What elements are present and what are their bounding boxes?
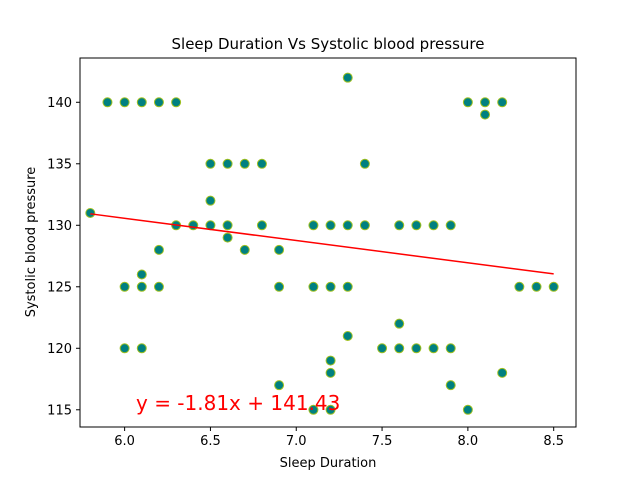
data-point-48 bbox=[394, 220, 405, 231]
data-point-19 bbox=[205, 158, 216, 169]
data-point-61 bbox=[548, 281, 559, 292]
data-point-32 bbox=[308, 281, 319, 292]
regression-equation: y = -1.81x + 141.43 bbox=[136, 391, 340, 415]
data-point-4 bbox=[153, 97, 164, 108]
data-point-25 bbox=[274, 244, 285, 255]
data-point-14 bbox=[188, 220, 199, 231]
x-axis: 6.0 6.5 7.0 7.5 8.0 8.5 bbox=[114, 427, 564, 449]
data-point-23 bbox=[239, 244, 250, 255]
y-axis-label: Systolic blood pressure bbox=[24, 167, 39, 318]
data-point-8 bbox=[153, 281, 164, 292]
y-axis: 115 120 125 130 135 140 bbox=[47, 96, 80, 418]
y-tick-label-5: 140 bbox=[47, 96, 72, 111]
data-point-39 bbox=[342, 330, 353, 341]
data-point-26 bbox=[274, 281, 285, 292]
x-tick-label-4: 8.0 bbox=[458, 434, 479, 449]
data-point-38 bbox=[325, 355, 336, 366]
data-point-33 bbox=[325, 281, 336, 292]
data-point-29 bbox=[325, 220, 336, 231]
data-point-56 bbox=[497, 97, 508, 108]
y-tick-label-2: 125 bbox=[47, 280, 72, 295]
chart-title: Sleep Duration Vs Systolic blood pressur… bbox=[172, 35, 485, 53]
regression-line bbox=[90, 213, 554, 275]
data-point-3 bbox=[136, 97, 147, 108]
data-point-24 bbox=[256, 220, 267, 231]
data-point-22 bbox=[256, 158, 267, 169]
data-point-47 bbox=[394, 318, 405, 329]
data-point-53 bbox=[462, 404, 473, 415]
data-point-9 bbox=[136, 269, 147, 280]
x-tick-label-1: 6.5 bbox=[200, 434, 221, 449]
data-point-54 bbox=[462, 97, 473, 108]
data-point-57 bbox=[480, 109, 491, 120]
data-point-6 bbox=[119, 281, 130, 292]
data-point-34 bbox=[342, 281, 353, 292]
data-point-27 bbox=[274, 380, 285, 391]
data-point-43 bbox=[394, 343, 405, 354]
data-point-36 bbox=[325, 404, 336, 415]
data-point-42 bbox=[377, 343, 388, 354]
y-tick-label-3: 130 bbox=[47, 219, 72, 234]
data-point-41 bbox=[359, 158, 370, 169]
data-point-40 bbox=[342, 72, 353, 83]
y-tick-label-1: 120 bbox=[47, 342, 72, 357]
data-point-5 bbox=[171, 97, 182, 108]
data-point-30 bbox=[342, 220, 353, 231]
data-point-10 bbox=[119, 343, 130, 354]
x-tick-label-5: 8.5 bbox=[543, 434, 564, 449]
data-point-11 bbox=[136, 343, 147, 354]
data-point-16 bbox=[222, 220, 233, 231]
data-point-60 bbox=[531, 281, 542, 292]
data-point-45 bbox=[428, 343, 439, 354]
y-tick-label-0: 115 bbox=[47, 403, 72, 418]
data-point-49 bbox=[411, 220, 422, 231]
plot-frame bbox=[79, 57, 577, 428]
data-point-1 bbox=[102, 97, 113, 108]
data-point-20 bbox=[222, 158, 233, 169]
points-layer bbox=[85, 72, 559, 415]
data-point-44 bbox=[411, 343, 422, 354]
data-point-51 bbox=[445, 220, 456, 231]
plot-area bbox=[80, 58, 576, 427]
data-point-12 bbox=[153, 244, 164, 255]
data-point-31 bbox=[359, 220, 370, 231]
data-point-0 bbox=[85, 207, 96, 218]
data-point-21 bbox=[239, 158, 250, 169]
data-point-46 bbox=[445, 343, 456, 354]
data-point-28 bbox=[308, 220, 319, 231]
x-tick-label-0: 6.0 bbox=[114, 434, 135, 449]
data-point-37 bbox=[325, 367, 336, 378]
data-point-17 bbox=[222, 232, 233, 243]
x-tick-label-3: 7.5 bbox=[372, 434, 393, 449]
x-tick-label-2: 7.0 bbox=[286, 434, 307, 449]
y-tick-label-4: 135 bbox=[47, 157, 72, 172]
data-point-18 bbox=[205, 195, 216, 206]
data-point-58 bbox=[497, 367, 508, 378]
x-axis-label: Sleep Duration bbox=[280, 456, 377, 471]
data-point-59 bbox=[514, 281, 525, 292]
data-point-55 bbox=[480, 97, 491, 108]
data-point-35 bbox=[308, 404, 319, 415]
data-point-50 bbox=[428, 220, 439, 231]
data-point-7 bbox=[136, 281, 147, 292]
data-point-52 bbox=[445, 380, 456, 391]
data-point-2 bbox=[119, 97, 130, 108]
